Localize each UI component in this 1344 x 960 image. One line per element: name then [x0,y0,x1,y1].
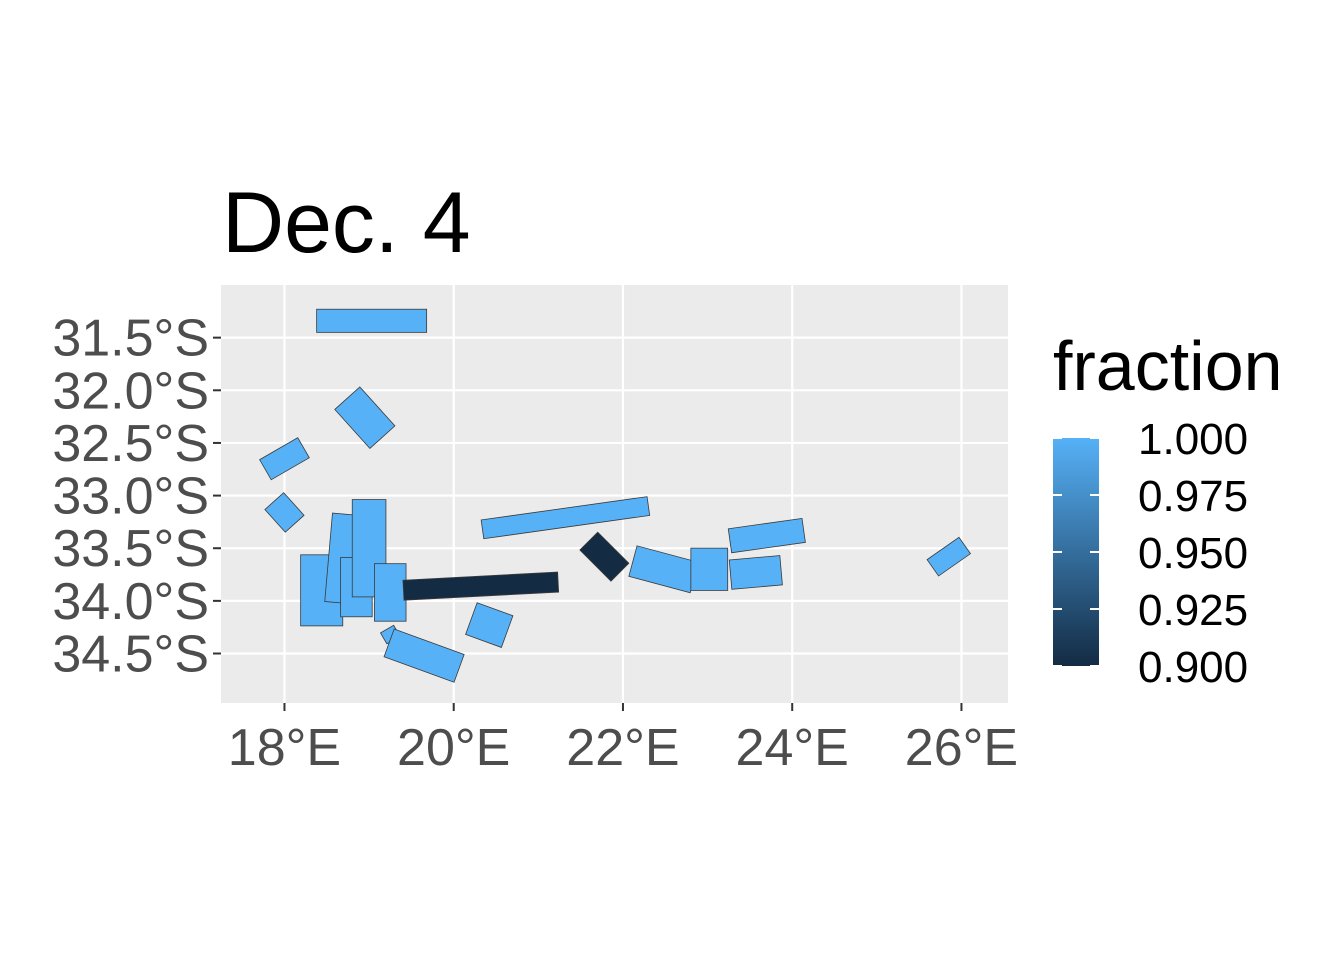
x-tick-label-24-E: 24°E [736,719,849,777]
x-tick-label-22-E: 22°E [566,719,679,777]
region-11 [402,571,560,601]
y-tick-label-32-5-S: 32.5°S [52,415,209,473]
legend-label-1-000: 1.000 [1138,415,1248,464]
x-tick-label-18-E: 18°E [228,719,341,777]
legend: fraction 1.000 0.975 0.950 0.925 0.900 [1053,327,1283,692]
y-tick-label-34-0-S: 34.0°S [52,573,209,631]
y-tick-label-32-0-S: 32.0°S [52,362,209,420]
panel-background [221,285,1008,703]
x-tick-label-26-E: 26°E [905,719,1018,777]
region-18 [727,517,806,554]
y-tick-label-33-0-S: 33.0°S [52,468,209,526]
region-9 [374,563,407,622]
y-tick-label-31-5-S: 31.5°S [52,310,209,368]
y-tick-label-33-5-S: 33.5°S [52,520,209,578]
legend-label-0-925: 0.925 [1138,586,1248,635]
region-13 [465,602,514,648]
x-tick-label-20-E: 20°E [397,719,510,777]
legend-breaks: 1.000 0.975 0.950 0.925 0.900 [1053,415,1248,692]
region-4 [264,492,305,533]
region-15 [579,531,630,582]
regions-layer [259,308,972,683]
y-tick-label-34-5-S: 34.5°S [52,626,209,684]
region-19 [728,555,783,590]
region-3 [259,437,310,481]
chart-title: Dec. 4 [222,175,471,271]
legend-label-0-900: 0.900 [1138,643,1248,692]
region-2 [334,386,396,449]
legend-title: fraction [1053,327,1283,405]
region-12 [383,628,465,683]
region-20 [926,536,972,577]
region-1 [316,308,428,333]
y-axis: 31.5°S32.0°S32.5°S33.0°S33.5°S34.0°S34.5… [52,310,221,684]
legend-label-0-975: 0.975 [1138,472,1248,521]
region-14 [480,496,651,540]
x-axis: 18°E 20°E 22°E 24°E 26°E [228,703,1018,777]
region-17 [690,547,729,591]
legend-label-0-950: 0.950 [1138,529,1248,578]
